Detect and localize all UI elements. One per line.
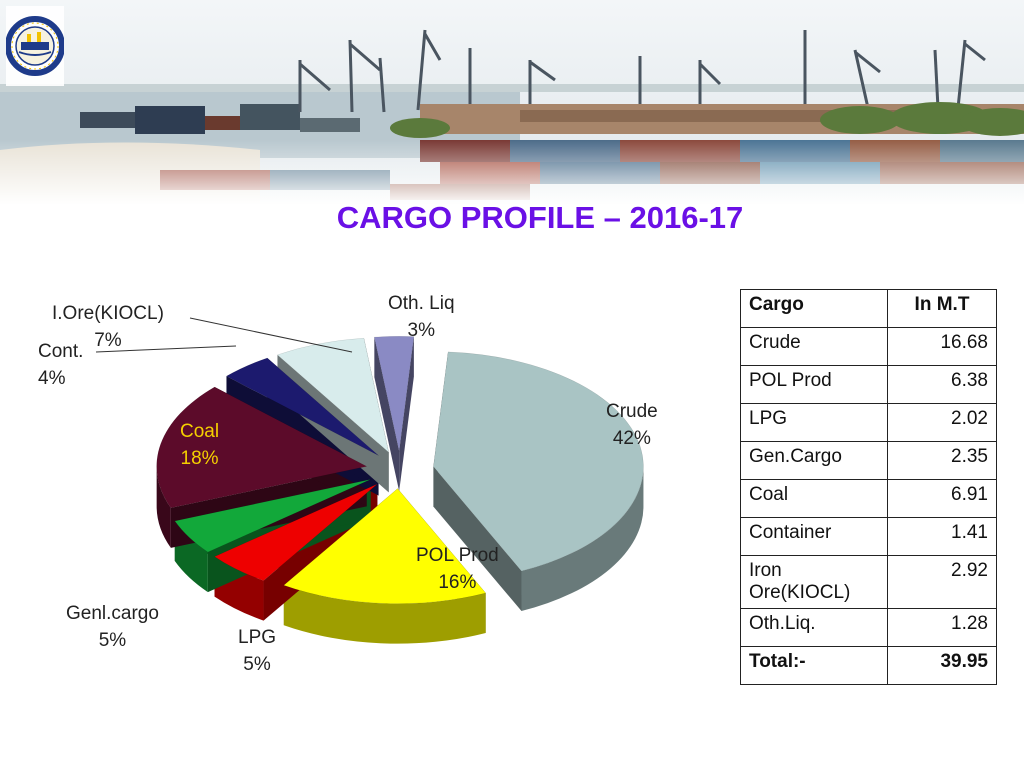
pie-slice-genl-cargo (174, 479, 371, 553)
pie-slice-i-ore-kiocl- (276, 337, 390, 454)
pie-slice-coal (156, 386, 368, 509)
label-oth-liq: Oth. Liq 3% (388, 290, 455, 344)
pie-wall-oth-liq-0 (374, 337, 400, 492)
label-cont-pct: 4% (38, 368, 66, 389)
cargo-value: 6.91 (887, 479, 997, 518)
cargo-name: Oth.Liq. (740, 608, 888, 647)
label-crude-pct: 42% (612, 428, 651, 449)
cargo-table: Cargo In M.T Crude 16.68 POL Prod 6.38 L… (740, 289, 997, 685)
label-lpg-pct: 5% (243, 654, 271, 675)
cargo-name: Crude (740, 327, 888, 366)
pie-slice-cont- (225, 357, 379, 456)
crane-shapes (298, 29, 986, 113)
pie-wall-oth-liq-1 (399, 336, 414, 492)
label-oth-liq-name: Oth. Liq (388, 293, 455, 314)
total-label: Total:- (740, 646, 888, 685)
table-header-row: Cargo In M.T (740, 289, 997, 328)
label-lpg-name: LPG (238, 627, 277, 648)
label-pol: POL Prod 16% (416, 542, 499, 596)
leader-line-iore (189, 317, 353, 353)
slide-title: CARGO PROFILE – 2016-17 (336, 200, 744, 235)
cargo-name: Iron Ore(KIOCL) (740, 555, 888, 609)
label-cont-name: Cont. (38, 341, 84, 362)
label-genl-pct: 5% (98, 630, 127, 651)
label-crude: Crude 42% (606, 398, 658, 452)
pie-rim-crude-0 (521, 466, 644, 612)
label-cont: Cont. 4% (38, 338, 83, 392)
ship-shapes (80, 104, 360, 134)
cargo-name: Coal (740, 479, 888, 518)
cargo-name: POL Prod (740, 365, 888, 404)
pie-slice-crude (433, 351, 644, 572)
table-row: POL Prod 6.38 (740, 365, 997, 404)
label-genl-name: Genl.cargo (66, 603, 159, 624)
cargo-value: 2.92 (887, 555, 997, 609)
label-coal: Coal 18% (180, 418, 219, 472)
cargo-name: Gen.Cargo (740, 441, 888, 480)
cargo-name: Container (740, 517, 888, 556)
cargo-value: 1.28 (887, 608, 997, 647)
table-row: Coal 6.91 (740, 479, 997, 518)
label-crude-name: Crude (606, 401, 658, 422)
label-iore: I.Ore(KIOCL) 7% (52, 300, 164, 354)
leader-line-cont (95, 345, 237, 353)
cargo-value: 6.38 (887, 365, 997, 404)
cargo-value: 1.41 (887, 517, 997, 556)
cargo-value: 2.02 (887, 403, 997, 442)
cargo-value: 2.35 (887, 441, 997, 480)
label-iore-name: I.Ore(KIOCL) (52, 303, 164, 324)
table-row: Container 1.41 (740, 517, 997, 556)
table-total-row: Total:- 39.95 (740, 646, 997, 685)
header-cargo: Cargo (740, 289, 888, 328)
port-logo (6, 6, 64, 86)
label-lpg: LPG 5% (238, 624, 276, 678)
pie-slice-lpg (214, 483, 378, 581)
pie-rim-pol-prod-0 (283, 585, 486, 644)
total-value: 39.95 (887, 646, 997, 685)
label-coal-name: Coal (180, 421, 220, 442)
label-pol-name: POL Prod (416, 545, 499, 566)
table-row: LPG 2.02 (740, 403, 997, 442)
table-row: Oth.Liq. 1.28 (740, 608, 997, 647)
pie-wall-crude-1 (433, 466, 522, 612)
header-banner (0, 0, 1024, 205)
cargo-name: LPG (740, 403, 888, 442)
label-coal-pct: 18% (180, 448, 219, 469)
table-row: Iron Ore(KIOCL) 2.92 (740, 555, 997, 609)
pie-rim-coal-0 (156, 466, 171, 548)
header-in-mt: In M.T (887, 289, 997, 328)
cargo-value: 16.68 (887, 327, 997, 366)
pie-chart-svg (95, 317, 644, 644)
label-genl-cargo: Genl.cargo 5% (66, 600, 159, 654)
table-row: Gen.Cargo 2.35 (740, 441, 997, 480)
tree-shapes (390, 102, 1024, 138)
pie-slice-oth-liq (374, 336, 415, 452)
label-iore-pct: 7% (94, 330, 122, 351)
pie-slice-pol-prod (283, 488, 487, 604)
cargo-pie-chart: Crude 42% POL Prod 16% LPG 5% Genl.cargo… (0, 270, 730, 700)
table-row: Crude 16.68 (740, 327, 997, 366)
label-pol-pct: 16% (438, 572, 477, 593)
label-oth-liq-pct: 3% (407, 320, 435, 341)
